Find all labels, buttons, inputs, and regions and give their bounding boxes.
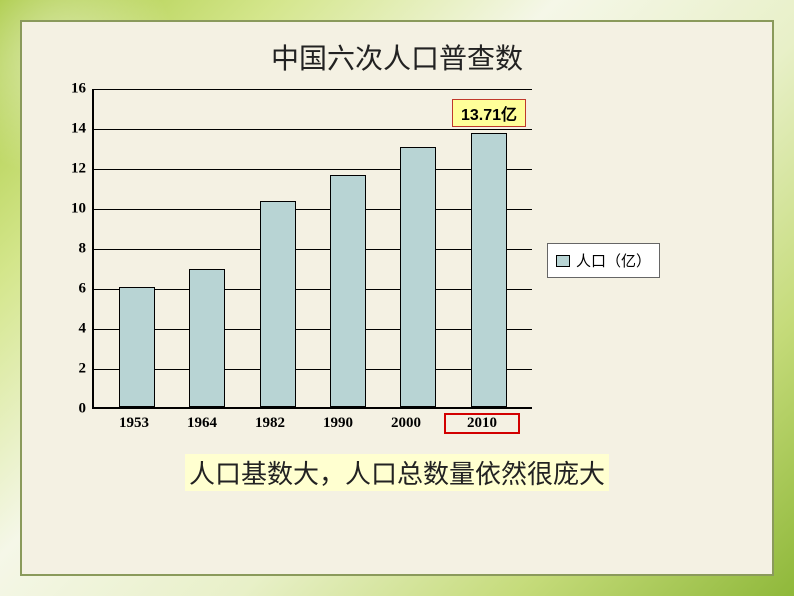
y-tick-label: 2 xyxy=(79,361,95,378)
x-axis-labels: 195319641982199020002010 xyxy=(92,409,532,432)
x-tick-label: 1964 xyxy=(168,415,236,432)
bars-container xyxy=(94,89,532,407)
bar xyxy=(260,201,296,407)
x-tick-label: 2010 xyxy=(444,413,520,434)
bar xyxy=(471,133,507,407)
bar xyxy=(400,147,436,407)
y-tick-label: 10 xyxy=(71,201,94,218)
bar-slot xyxy=(313,175,383,407)
slide-frame: 中国六次人口普查数 13.71亿 0246810121416 195319641… xyxy=(0,0,794,596)
bar xyxy=(189,269,225,407)
y-tick-label: 0 xyxy=(79,401,95,418)
bar-slot xyxy=(383,147,453,407)
legend-label: 人口（亿） xyxy=(576,250,651,271)
plot-area: 13.71亿 0246810121416 xyxy=(92,89,532,409)
chart-box: 13.71亿 0246810121416 1953196419821990200… xyxy=(92,89,532,432)
content-panel: 中国六次人口普查数 13.71亿 0246810121416 195319641… xyxy=(20,20,774,576)
y-tick-label: 14 xyxy=(71,121,94,138)
x-tick-label: 1953 xyxy=(100,415,168,432)
chart-title: 中国六次人口普查数 xyxy=(52,37,742,77)
y-tick-label: 12 xyxy=(71,161,94,178)
bar-slot xyxy=(454,133,524,407)
bar-slot xyxy=(102,287,172,407)
x-tick-label: 1982 xyxy=(236,415,304,432)
x-tick-label: 2000 xyxy=(372,415,440,432)
y-tick-label: 8 xyxy=(79,241,95,258)
legend: 人口（亿） xyxy=(547,243,660,278)
y-tick-label: 4 xyxy=(79,321,95,338)
legend-swatch xyxy=(556,255,570,267)
bar-slot xyxy=(243,201,313,407)
y-tick-label: 16 xyxy=(71,81,94,98)
bar xyxy=(330,175,366,407)
bar-slot xyxy=(172,269,242,407)
y-tick-label: 6 xyxy=(79,281,95,298)
caption-text: 人口基数大，人口总数量依然很庞大 xyxy=(185,454,609,491)
value-callout: 13.71亿 xyxy=(452,99,526,127)
chart-row: 13.71亿 0246810121416 1953196419821990200… xyxy=(52,89,742,432)
x-tick-label: 1990 xyxy=(304,415,372,432)
bar xyxy=(119,287,155,407)
